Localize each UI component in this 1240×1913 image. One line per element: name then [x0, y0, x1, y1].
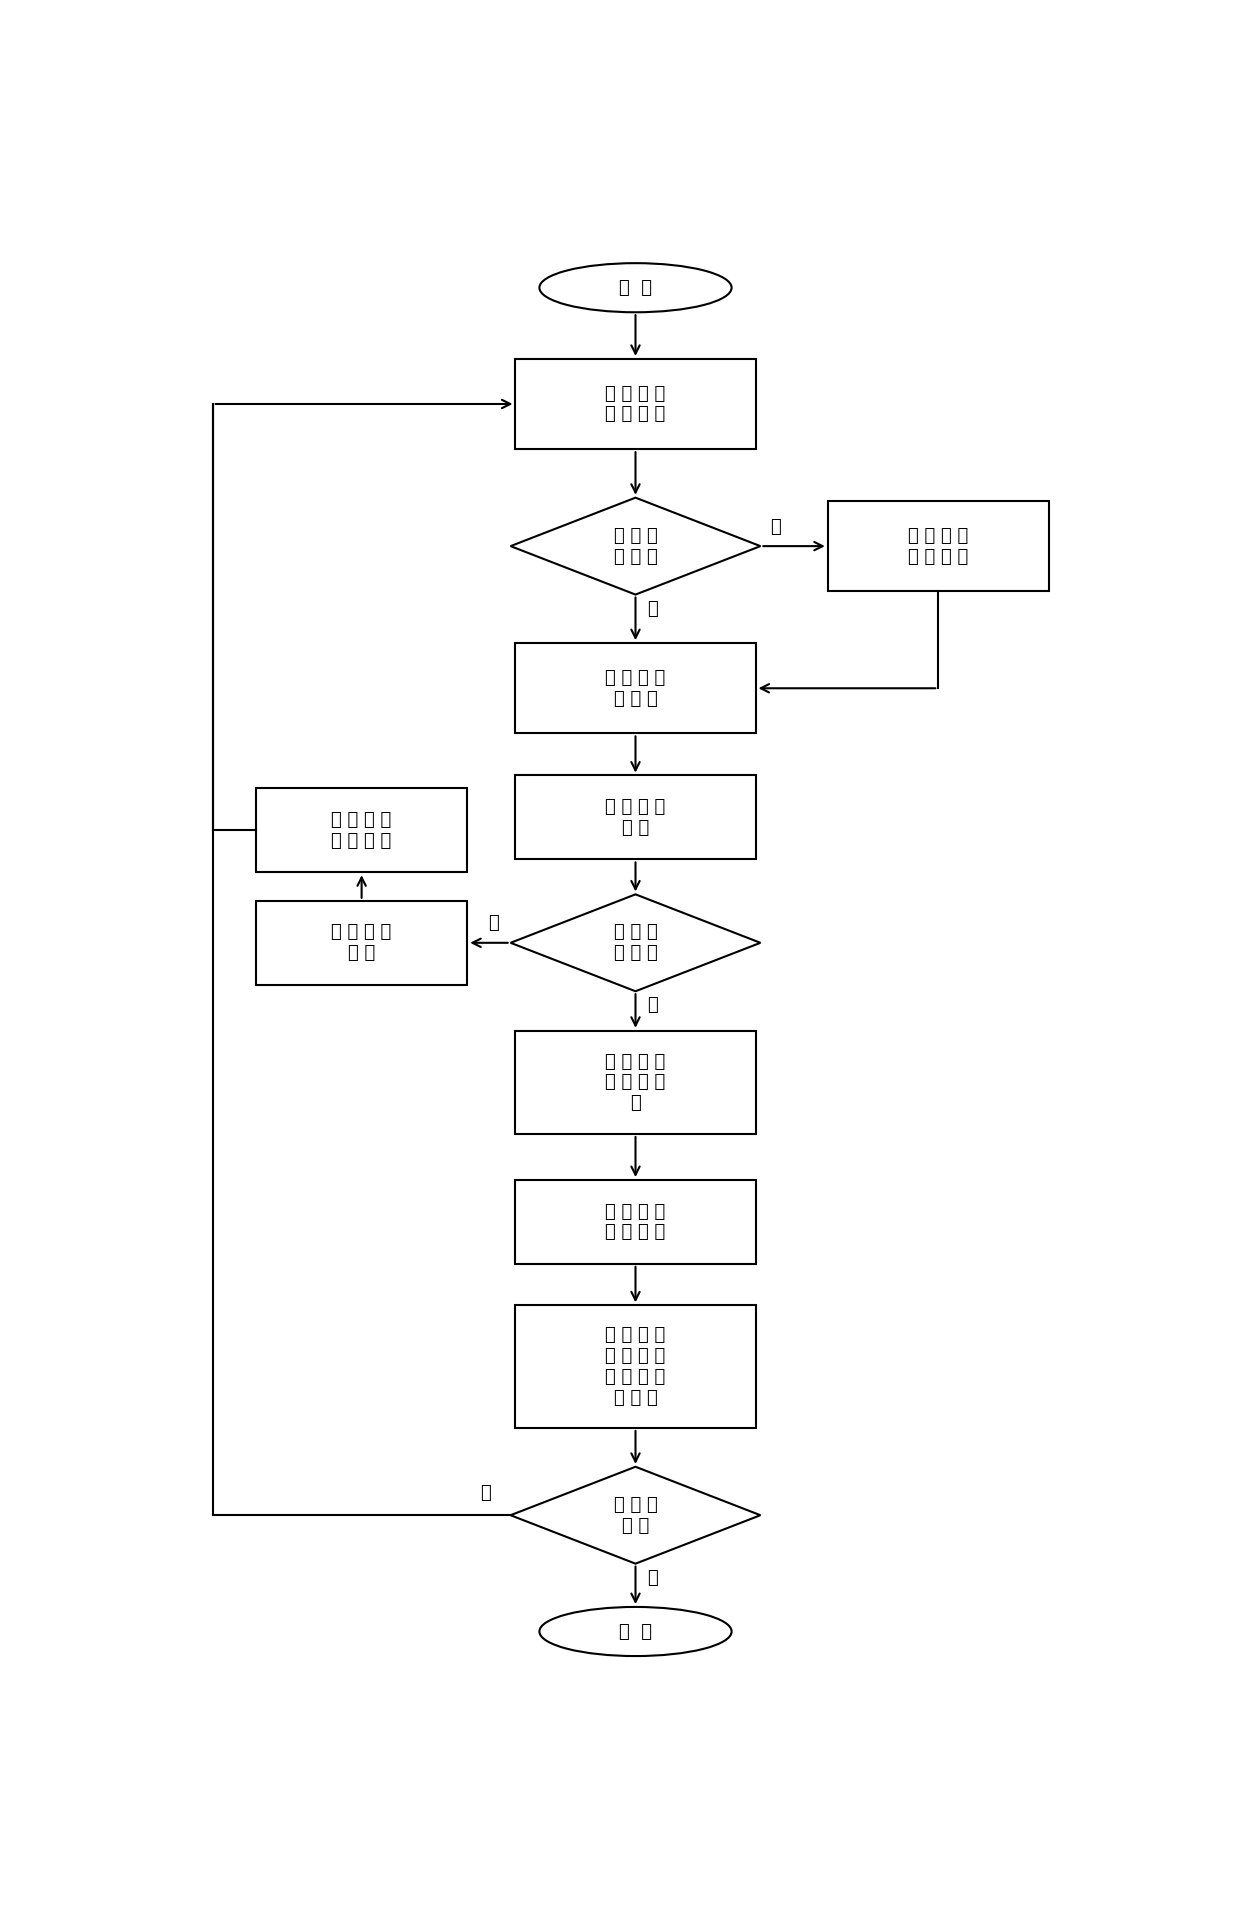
Text: 否: 否	[647, 601, 657, 618]
Text: 第 一 次 预
测 并 保 存: 第 一 次 预 测 并 保 存	[331, 811, 392, 849]
Text: 是 否 为
第 一 帧: 是 否 为 第 一 帧	[614, 924, 657, 962]
Text: 结  束: 结 束	[619, 1622, 652, 1641]
Text: 采 集 并 读
取 视 频 帧: 采 集 并 读 取 视 频 帧	[605, 385, 666, 423]
Text: 滤 波 并 阈
值 分 割: 滤 波 并 阈 值 分 割	[605, 670, 666, 708]
Bar	[516, 360, 755, 450]
Text: 初 始 化 滤
波 器: 初 始 化 滤 波 器	[331, 924, 392, 962]
Text: 否: 否	[647, 997, 657, 1014]
Text: 记 录 并 输
出 量 测 值: 记 录 并 输 出 量 测 值	[605, 1203, 666, 1242]
Text: 是 否 最
后 帧: 是 否 最 后 帧	[614, 1496, 657, 1534]
Ellipse shape	[539, 264, 732, 312]
Text: 是: 是	[647, 1569, 657, 1588]
Text: 是: 是	[489, 914, 498, 932]
Text: 是 否 为
第 一 帧: 是 否 为 第 一 帧	[614, 526, 657, 566]
Text: 否: 否	[481, 1484, 491, 1502]
Bar	[255, 901, 467, 985]
Ellipse shape	[539, 1607, 732, 1657]
Text: 寻 找 预 测
点 附 近 光
斤: 寻 找 预 测 点 附 近 光 斤	[605, 1052, 666, 1111]
Bar	[828, 501, 1049, 591]
Bar	[516, 1180, 755, 1264]
Text: 开  始: 开 始	[619, 279, 652, 297]
Bar	[516, 1305, 755, 1427]
Bar	[255, 788, 467, 872]
Bar	[516, 1031, 755, 1134]
Text: 是: 是	[770, 518, 781, 536]
Bar	[516, 775, 755, 859]
Text: 去 除 被 背
表 面 光 斤: 去 除 被 背 表 面 光 斤	[908, 526, 968, 566]
Bar	[516, 643, 755, 733]
Text: 提 取 光 斤
质 心: 提 取 光 斤 质 心	[605, 798, 666, 836]
Polygon shape	[511, 895, 760, 991]
Polygon shape	[511, 1467, 760, 1563]
Text: 根 据 上 次
预 测 与 量
测 值 更 新
预 测 值: 根 据 上 次 预 测 与 量 测 值 更 新 预 测 值	[605, 1326, 666, 1406]
Polygon shape	[511, 497, 760, 595]
